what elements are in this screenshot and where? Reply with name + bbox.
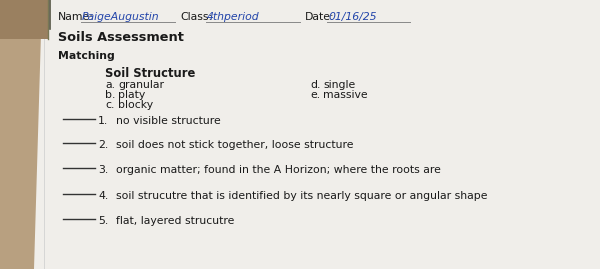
Text: granular: granular — [118, 80, 164, 90]
Text: flat, layered strucutre: flat, layered strucutre — [116, 216, 235, 226]
Text: 1.: 1. — [98, 116, 108, 126]
Text: platy: platy — [118, 90, 145, 100]
Text: organic matter; found in the A Horizon; where the roots are: organic matter; found in the A Horizon; … — [116, 165, 441, 175]
Text: d.: d. — [310, 80, 320, 90]
Text: PaigeAugustin: PaigeAugustin — [82, 12, 160, 22]
Text: 5.: 5. — [98, 216, 108, 226]
Polygon shape — [34, 0, 600, 269]
Text: 3.: 3. — [98, 165, 108, 175]
Text: c.: c. — [105, 100, 115, 110]
Text: soil strucutre that is identified by its nearly square or angular shape: soil strucutre that is identified by its… — [116, 191, 487, 201]
Text: Class:: Class: — [180, 12, 212, 22]
Text: single: single — [323, 80, 355, 90]
Text: soil does not stick together, loose structure: soil does not stick together, loose stru… — [116, 140, 353, 150]
Text: 2.: 2. — [98, 140, 108, 150]
Text: Name:: Name: — [58, 12, 94, 22]
Text: blocky: blocky — [118, 100, 153, 110]
Text: Matching: Matching — [58, 51, 115, 61]
Text: 4.: 4. — [98, 191, 108, 201]
Text: Soils Assessment: Soils Assessment — [58, 31, 184, 44]
Text: a.: a. — [105, 80, 115, 90]
Text: Date:: Date: — [305, 12, 335, 22]
FancyBboxPatch shape — [0, 0, 48, 39]
Text: 01/16/25: 01/16/25 — [328, 12, 377, 22]
Text: massive: massive — [323, 90, 368, 100]
Text: 4thperiod: 4thperiod — [207, 12, 260, 22]
Text: no visible structure: no visible structure — [116, 116, 221, 126]
Text: e.: e. — [310, 90, 320, 100]
Text: Soil Structure: Soil Structure — [105, 67, 195, 80]
Text: b.: b. — [105, 90, 115, 100]
